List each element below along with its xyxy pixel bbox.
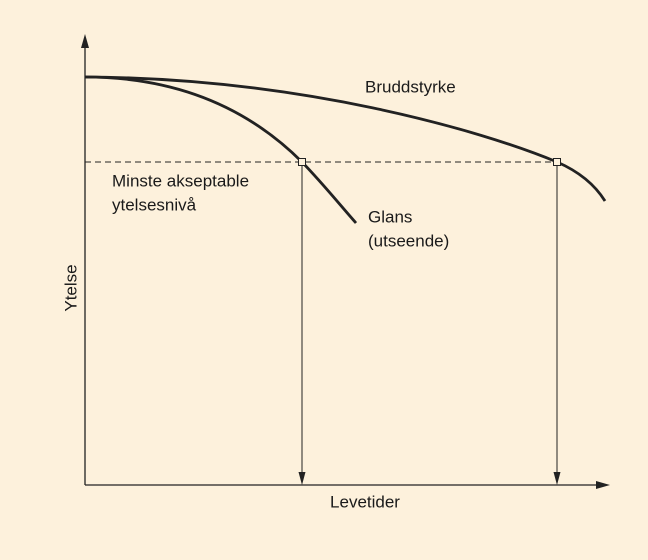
y-axis-arrow — [81, 34, 89, 48]
drop-arrow — [298, 472, 306, 485]
curve-label: Bruddstyrke — [365, 77, 456, 96]
curve-bruddstyrke — [84, 75, 607, 202]
intersection-marker — [298, 158, 306, 166]
threshold-label: Minste akseptable — [112, 171, 249, 190]
curve-label: Glans — [368, 207, 412, 226]
drop-arrow — [553, 472, 561, 485]
y-axis-label: Ytelse — [61, 264, 80, 311]
intersection-marker — [553, 158, 561, 166]
curve-glans — [84, 75, 358, 224]
x-axis-arrow — [596, 481, 610, 489]
x-axis-label: Levetider — [330, 492, 400, 511]
threshold-label: ytelsesnivå — [112, 195, 197, 214]
curve-label: (utseende) — [368, 231, 449, 250]
